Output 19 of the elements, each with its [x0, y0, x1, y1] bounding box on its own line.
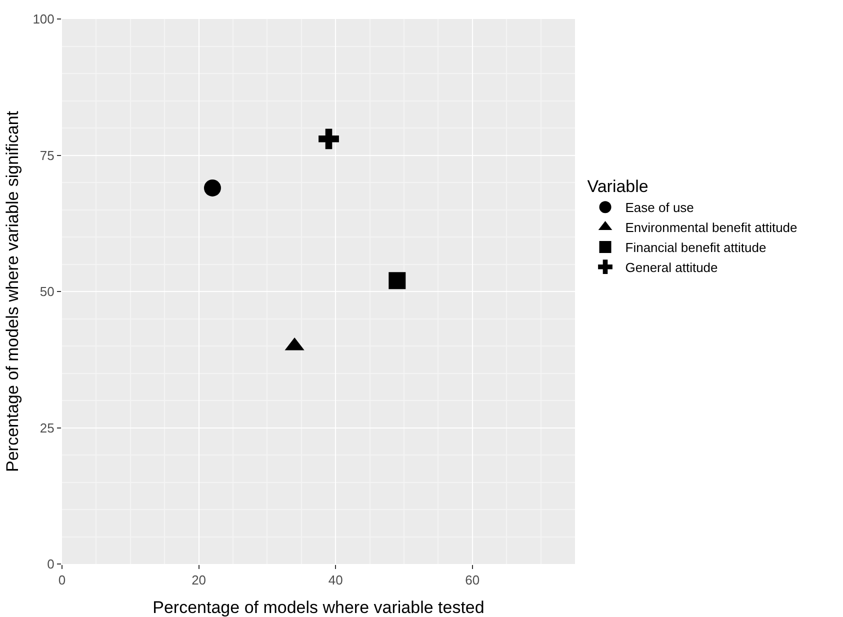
point — [318, 128, 339, 150]
x-tick-label: 40 — [328, 572, 343, 588]
y-tick-label: 0 — [47, 556, 54, 572]
y-tick-label: 75 — [40, 148, 54, 163]
point — [204, 179, 221, 196]
y-axis-title: Percentage of models where variable significant — [3, 110, 22, 472]
legend-label: Ease of use — [625, 200, 694, 216]
y-tick-label: 50 — [40, 284, 54, 300]
legend-title: Variable — [587, 177, 648, 196]
x-tick-label: 60 — [465, 572, 480, 588]
x-tick-label: 0 — [58, 572, 66, 588]
legend-label: Financial benefit attitude — [625, 240, 766, 256]
x-tick-label: 20 — [192, 572, 206, 588]
x-axis-title: Percentage of models where variable tested — [152, 598, 484, 617]
y-tick-label: 25 — [40, 420, 54, 436]
legend-label: Environmental benefit attitude — [625, 220, 798, 236]
legend-label: General attitude — [625, 260, 718, 275]
y-tick-label: 100 — [32, 12, 54, 27]
point — [388, 272, 406, 290]
